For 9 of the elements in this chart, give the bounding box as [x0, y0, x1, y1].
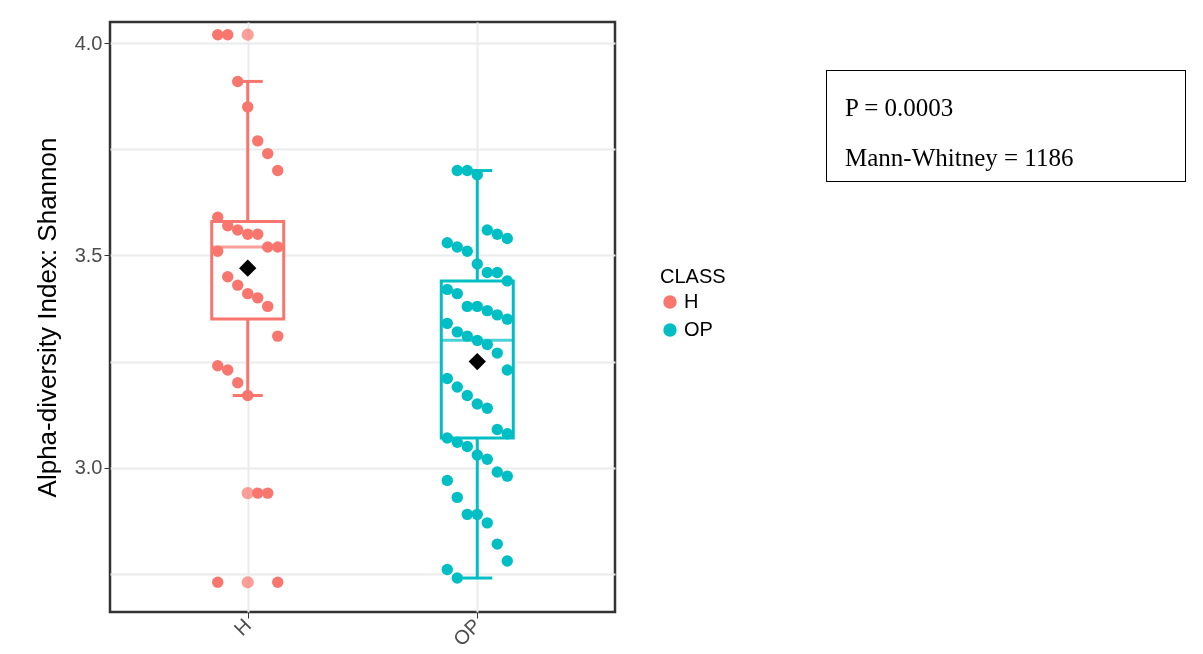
- text: Mann-Whitney = 1186: [845, 143, 1075, 173]
- y-tick-label: 3.0: [74, 456, 103, 479]
- y-axis-title: Alpha-diversity Index: Shannon: [31, 137, 62, 498]
- legend-label: H: [684, 290, 699, 312]
- y-tick-label: 4.0: [74, 31, 103, 54]
- y-tick-label: 3.5: [74, 243, 103, 266]
- legend-title: CLASS: [660, 265, 726, 287]
- legend-label: OP: [684, 318, 713, 340]
- text: P = 0.0003: [845, 93, 955, 123]
